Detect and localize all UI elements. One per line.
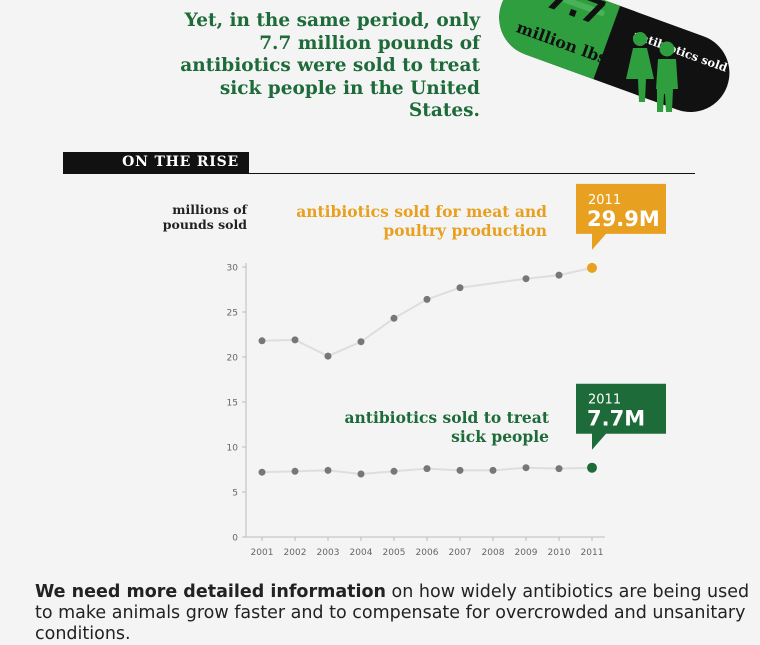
y-tick-label: 5: [232, 489, 238, 499]
y-tick-label: 10: [227, 444, 239, 454]
data-point: [390, 314, 398, 322]
capsule-icon: 7.7 million lbs antibiotics sold: [499, 0, 730, 112]
callout-year: 2011: [588, 193, 621, 208]
section-title-bar: ON THE RISE: [63, 152, 249, 174]
data-point: [357, 470, 365, 478]
series-line-0: [261, 266, 593, 358]
callout-box: [576, 383, 666, 450]
male-person-icon: [656, 41, 678, 112]
x-tick-label: 2002: [284, 548, 307, 558]
x-tick-label: 2005: [383, 548, 406, 558]
x-tick-label: 2006: [416, 548, 439, 558]
x-tick-label: 2007: [449, 548, 472, 558]
data-point: [324, 466, 332, 474]
intro-text: Yet, in the same period, only 7.7 millio…: [180, 10, 480, 121]
series-label-human: antibiotics sold to treat sick people: [344, 408, 549, 446]
data-point: [555, 271, 563, 279]
data-point: [357, 338, 365, 346]
x-tick-label: 2011: [581, 548, 604, 558]
x-tick-label: 2004: [350, 548, 373, 558]
callout-year: 2011: [588, 393, 621, 408]
data-point: [258, 468, 266, 476]
data-point: [291, 467, 299, 475]
x-tick-label: 2001: [251, 548, 274, 558]
y-tick-label: 0: [232, 534, 238, 544]
callout-value: 7.7M: [587, 407, 645, 431]
x-tick-label: 2010: [548, 548, 571, 558]
data-point: [456, 466, 464, 474]
female-person-icon: [626, 32, 654, 102]
data-point: [456, 284, 464, 292]
y-axis-label: millions of pounds sold: [162, 202, 247, 232]
data-point: [489, 466, 497, 474]
x-tick-label: 2003: [317, 548, 340, 558]
data-point: [555, 465, 563, 473]
x-tick-label: 2008: [482, 548, 505, 558]
data-point: [522, 464, 530, 472]
data-point: [587, 462, 597, 473]
y-tick-label: 25: [227, 309, 238, 319]
data-point: [423, 465, 431, 473]
section-divider: [249, 173, 695, 174]
callout-box: [576, 183, 666, 250]
data-point: [291, 336, 299, 344]
series-label-meat: antibiotics sold for meat and poultry pr…: [296, 202, 547, 240]
footer-bold: We need more detailed information: [35, 582, 386, 602]
x-tick-label: 2009: [515, 548, 538, 558]
data-point: [258, 337, 266, 345]
data-point: [324, 352, 332, 360]
y-tick-label: 15: [227, 399, 238, 409]
data-point: [522, 275, 530, 283]
footer-rest: on how widely antibiotics are being used…: [35, 582, 750, 644]
data-point: [390, 467, 398, 475]
data-point: [587, 262, 597, 273]
callout-value: 29.9M: [587, 207, 660, 231]
footer-text: We need more detailed information on how…: [35, 582, 750, 645]
y-tick-label: 30: [227, 264, 239, 274]
section-title: ON THE RISE: [122, 154, 239, 170]
data-point: [423, 295, 431, 303]
y-tick-label: 20: [227, 354, 239, 364]
